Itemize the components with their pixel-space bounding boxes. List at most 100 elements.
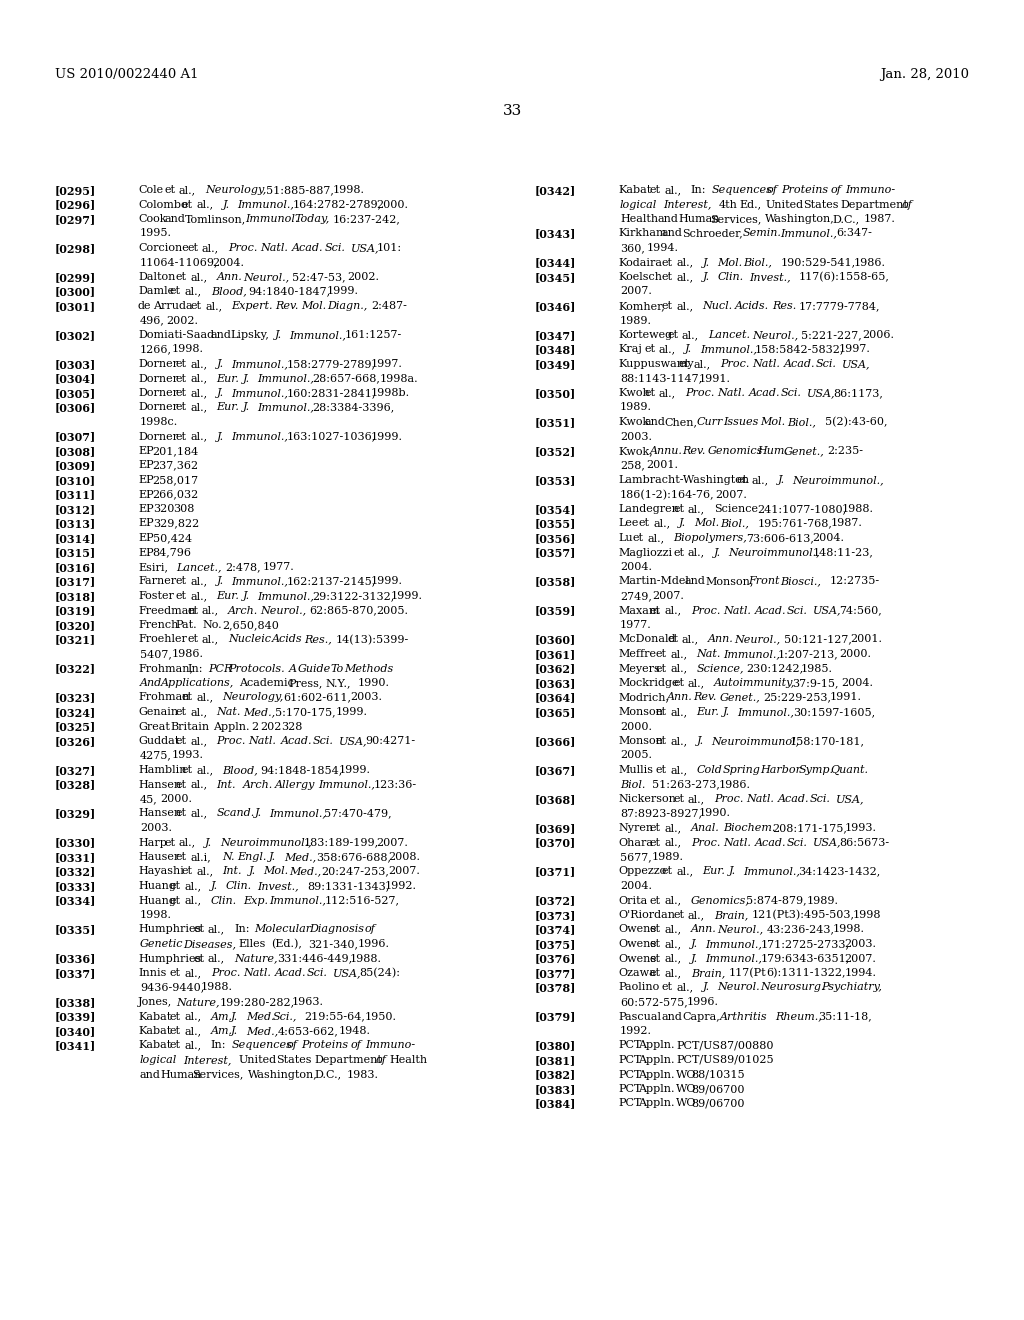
Text: 1998: 1998 xyxy=(853,909,882,920)
Text: Immunol.,: Immunol., xyxy=(258,591,314,601)
Text: [0302]: [0302] xyxy=(55,330,96,341)
Text: J.: J. xyxy=(217,577,224,586)
Text: 158:2779-2789,: 158:2779-2789, xyxy=(287,359,376,370)
Text: al.,: al., xyxy=(688,909,705,920)
Text: Med.: Med. xyxy=(246,1011,274,1022)
Text: 148:11-23,: 148:11-23, xyxy=(813,548,873,557)
Text: [0298]: [0298] xyxy=(55,243,96,253)
Text: Biol.,: Biol., xyxy=(720,519,750,528)
Text: Engl.: Engl. xyxy=(238,851,266,862)
Text: 4:653-662,: 4:653-662, xyxy=(278,1026,339,1036)
Text: Immunol.,: Immunol., xyxy=(238,199,294,210)
Text: Sequences: Sequences xyxy=(231,1040,292,1051)
Text: Huang: Huang xyxy=(138,880,176,891)
Text: Acad.: Acad. xyxy=(274,968,306,978)
Text: et: et xyxy=(187,635,199,644)
Text: [0375]: [0375] xyxy=(535,939,577,950)
Text: To: To xyxy=(330,664,343,673)
Text: al.,: al., xyxy=(197,866,213,876)
Text: Maxam: Maxam xyxy=(618,606,659,615)
Text: J.: J. xyxy=(217,388,224,399)
Text: J.: J. xyxy=(217,359,224,370)
Text: et: et xyxy=(176,851,186,862)
Text: al.,: al., xyxy=(190,432,208,441)
Text: USA,: USA, xyxy=(807,388,836,399)
Text: 6):1311-1322,: 6):1311-1322, xyxy=(766,968,846,978)
Text: Hamblin: Hamblin xyxy=(138,766,186,775)
Text: Quant.: Quant. xyxy=(830,766,868,775)
Text: 183:189-199,: 183:189-199, xyxy=(304,837,379,847)
Text: J.: J. xyxy=(243,374,250,384)
Text: Capra,: Capra, xyxy=(682,1011,720,1022)
Text: J.: J. xyxy=(714,548,721,557)
Text: et: et xyxy=(170,968,181,978)
Text: J.: J. xyxy=(243,591,250,601)
Text: Immunol.,: Immunol., xyxy=(706,939,763,949)
Text: J.: J. xyxy=(269,851,276,862)
Text: al.,: al., xyxy=(665,837,682,847)
Text: Rev.: Rev. xyxy=(693,693,717,702)
Text: 2:487-: 2:487- xyxy=(371,301,407,312)
Text: Exp.: Exp. xyxy=(243,895,268,906)
Text: Mol.: Mol. xyxy=(761,417,785,426)
Text: Protocols.: Protocols. xyxy=(228,664,285,673)
Text: Ozawa: Ozawa xyxy=(618,968,655,978)
Text: 161:1257-: 161:1257- xyxy=(344,330,401,341)
Text: 37:9-15,: 37:9-15, xyxy=(793,678,839,688)
Text: [0344]: [0344] xyxy=(535,257,577,268)
Text: Neurology,: Neurology, xyxy=(222,693,284,702)
Text: Natl.: Natl. xyxy=(249,737,276,746)
Text: N.Y.,: N.Y., xyxy=(326,678,351,688)
Text: al.,: al., xyxy=(682,635,699,644)
Text: Department: Department xyxy=(314,1055,382,1065)
Text: Kuppuswamy: Kuppuswamy xyxy=(618,359,693,370)
Text: al.,: al., xyxy=(688,678,705,688)
Text: [0356]: [0356] xyxy=(535,533,577,544)
Text: 62:865-870,: 62:865-870, xyxy=(309,606,378,615)
Text: al.i,: al.i, xyxy=(190,851,211,862)
Text: 89/06700: 89/06700 xyxy=(691,1084,744,1094)
Text: Humphries: Humphries xyxy=(138,924,202,935)
Text: Immunol.,: Immunol., xyxy=(699,345,757,355)
Text: PCT: PCT xyxy=(618,1069,641,1080)
Text: Clin.: Clin. xyxy=(717,272,743,282)
Text: 86:5673-: 86:5673- xyxy=(840,837,890,847)
Text: et: et xyxy=(176,808,186,818)
Text: Natl.: Natl. xyxy=(260,243,288,253)
Text: [0322]: [0322] xyxy=(55,664,96,675)
Text: [0369]: [0369] xyxy=(535,822,577,834)
Text: Interest,: Interest, xyxy=(664,199,712,210)
Text: Lancet.,: Lancet., xyxy=(176,562,221,572)
Text: al.,: al., xyxy=(190,388,208,399)
Text: Cook: Cook xyxy=(138,214,167,224)
Text: EP: EP xyxy=(138,461,154,470)
Text: and: and xyxy=(211,330,231,341)
Text: Pat.: Pat. xyxy=(176,620,198,630)
Text: 1999.: 1999. xyxy=(336,708,368,717)
Text: 2007.: 2007. xyxy=(845,953,877,964)
Text: PCT/US89/01025: PCT/US89/01025 xyxy=(676,1055,774,1065)
Text: French: French xyxy=(138,620,178,630)
Text: Modrich,: Modrich, xyxy=(618,693,669,702)
Text: [0350]: [0350] xyxy=(535,388,577,399)
Text: al.,: al., xyxy=(671,708,687,717)
Text: PCR: PCR xyxy=(208,664,232,673)
Text: Brain,: Brain, xyxy=(714,909,749,920)
Text: 12:2735-: 12:2735- xyxy=(830,577,880,586)
Text: In:: In: xyxy=(187,664,203,673)
Text: al.,: al., xyxy=(665,822,682,833)
Text: al.,: al., xyxy=(208,953,225,964)
Text: al.,: al., xyxy=(184,1026,202,1036)
Text: J.: J. xyxy=(685,345,692,355)
Text: [0308]: [0308] xyxy=(55,446,96,457)
Text: Genain: Genain xyxy=(138,708,178,717)
Text: [0304]: [0304] xyxy=(55,374,96,384)
Text: et: et xyxy=(655,708,667,717)
Text: [0376]: [0376] xyxy=(535,953,577,965)
Text: Health: Health xyxy=(620,214,658,224)
Text: 1989.: 1989. xyxy=(620,315,652,326)
Text: 1986.: 1986. xyxy=(172,649,204,659)
Text: 2007.: 2007. xyxy=(620,286,652,297)
Text: 1997.: 1997. xyxy=(371,359,402,370)
Text: 2,650,840: 2,650,840 xyxy=(222,620,280,630)
